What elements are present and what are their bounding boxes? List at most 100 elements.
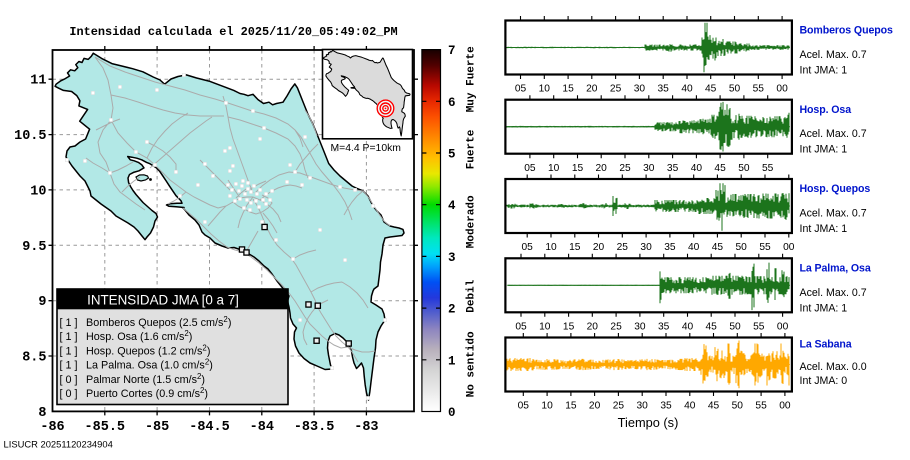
svg-text:40: 40 bbox=[688, 242, 700, 253]
svg-text:50: 50 bbox=[729, 322, 741, 333]
svg-text:-83.5: -83.5 bbox=[294, 420, 335, 435]
svg-text:50: 50 bbox=[732, 401, 744, 412]
svg-text:Muy Fuerte: Muy Fuerte bbox=[466, 46, 478, 112]
svg-text:-85.5: -85.5 bbox=[85, 420, 126, 435]
svg-text:40: 40 bbox=[681, 84, 693, 95]
svg-text:00: 00 bbox=[776, 84, 788, 95]
svg-text:9.5: 9.5 bbox=[22, 240, 46, 255]
svg-text:05: 05 bbox=[515, 322, 527, 333]
svg-text:20: 20 bbox=[586, 84, 598, 95]
svg-text:50: 50 bbox=[736, 242, 748, 253]
svg-text:50: 50 bbox=[738, 163, 750, 174]
svg-text:6: 6 bbox=[448, 96, 456, 110]
svg-text:15: 15 bbox=[563, 322, 575, 333]
svg-text:-86: -86 bbox=[40, 420, 64, 435]
svg-text:30: 30 bbox=[640, 242, 652, 253]
svg-text:7: 7 bbox=[448, 44, 456, 58]
svg-text:Int JMA: 1: Int JMA: 1 bbox=[800, 65, 848, 77]
svg-text:[ 1 ]La Palma. Osa (1.0 cm/s2): [ 1 ] La Palma. Osa (1.0 cm/s2) bbox=[60, 358, 213, 372]
svg-text:00: 00 bbox=[779, 401, 791, 412]
svg-text:Acel. Max. 0.7: Acel. Max. 0.7 bbox=[800, 208, 867, 220]
svg-text:8.5: 8.5 bbox=[22, 351, 46, 366]
svg-text:15: 15 bbox=[565, 401, 577, 412]
svg-text:Bomberos Quepos: Bomberos Quepos bbox=[800, 25, 893, 37]
svg-text:50: 50 bbox=[729, 84, 741, 95]
svg-text:Moderado: Moderado bbox=[466, 195, 478, 248]
svg-text:25: 25 bbox=[617, 242, 629, 253]
svg-text:[ 0 ]Palmar Norte (1.5 cm/s2): [ 0 ] Palmar Norte (1.5 cm/s2) bbox=[60, 372, 206, 386]
svg-text:Int JMA: 0: Int JMA: 0 bbox=[800, 375, 848, 387]
svg-text:25: 25 bbox=[619, 163, 631, 174]
svg-text:Tiempo (s): Tiempo (s) bbox=[618, 415, 679, 430]
svg-text:0: 0 bbox=[448, 406, 456, 420]
svg-text:1: 1 bbox=[448, 354, 456, 368]
svg-text:[ 1 ]Hosp. Osa (1.6 cm/s2): [ 1 ] Hosp. Osa (1.6 cm/s2) bbox=[60, 329, 193, 343]
svg-text:9: 9 bbox=[38, 295, 46, 310]
svg-text:20: 20 bbox=[593, 242, 605, 253]
svg-text:55: 55 bbox=[755, 401, 767, 412]
svg-text:Int JMA: 1: Int JMA: 1 bbox=[800, 223, 848, 235]
svg-text:10: 10 bbox=[548, 163, 560, 174]
svg-text:Hosp. Osa: Hosp. Osa bbox=[800, 104, 852, 116]
svg-text:45: 45 bbox=[708, 401, 720, 412]
svg-text:Fuerte: Fuerte bbox=[466, 129, 478, 169]
svg-text:[ 1 ]Hosp. Quepos (1.2 cm/s2): [ 1 ] Hosp. Quepos (1.2 cm/s2) bbox=[60, 343, 211, 357]
svg-text:35: 35 bbox=[667, 163, 679, 174]
svg-text:Acel. Max. 0.7: Acel. Max. 0.7 bbox=[800, 287, 867, 299]
svg-text:No sentido: No sentido bbox=[466, 331, 478, 397]
svg-text:[ 0 ]Puerto Cortes (0.9 cm/s2): [ 0 ] Puerto Cortes (0.9 cm/s2) bbox=[60, 386, 209, 400]
svg-text:-84: -84 bbox=[250, 420, 274, 435]
svg-text:20: 20 bbox=[596, 163, 608, 174]
svg-text:4: 4 bbox=[448, 199, 456, 213]
svg-text:La Sabana: La Sabana bbox=[800, 339, 852, 351]
svg-text:00: 00 bbox=[777, 322, 789, 333]
svg-text:25: 25 bbox=[613, 401, 625, 412]
svg-text:25: 25 bbox=[610, 322, 622, 333]
svg-text:-84.5: -84.5 bbox=[189, 420, 230, 435]
svg-text:45: 45 bbox=[714, 163, 726, 174]
svg-text:05: 05 bbox=[518, 401, 530, 412]
svg-text:8: 8 bbox=[38, 406, 46, 421]
svg-text:10: 10 bbox=[539, 84, 551, 95]
svg-text:Hosp. Quepos: Hosp. Quepos bbox=[800, 183, 871, 195]
svg-text:40: 40 bbox=[682, 322, 694, 333]
svg-text:30: 30 bbox=[634, 322, 646, 333]
svg-text:10: 10 bbox=[539, 322, 551, 333]
svg-text:10: 10 bbox=[30, 184, 46, 199]
svg-text:Acel. Max. 0.7: Acel. Max. 0.7 bbox=[800, 128, 867, 140]
svg-text:M=4.4 P=10km: M=4.4 P=10km bbox=[331, 143, 401, 154]
svg-text:Int JMA: 1: Int JMA: 1 bbox=[800, 302, 848, 314]
svg-text:55: 55 bbox=[753, 322, 765, 333]
svg-text:Intensidad calculada el 2025/1: Intensidad calculada el 2025/11/20_05:49… bbox=[69, 25, 397, 39]
svg-text:20: 20 bbox=[589, 401, 601, 412]
svg-text:35: 35 bbox=[664, 242, 676, 253]
svg-text:55: 55 bbox=[753, 84, 765, 95]
svg-text:55: 55 bbox=[762, 163, 774, 174]
svg-text:10: 10 bbox=[541, 401, 553, 412]
svg-text:05: 05 bbox=[515, 84, 527, 95]
svg-text:INTENSIDAD JMA [0 a 7]: INTENSIDAD JMA [0 a 7] bbox=[87, 292, 239, 307]
svg-text:Acel. Max. 0.0: Acel. Max. 0.0 bbox=[800, 361, 867, 373]
svg-text:55: 55 bbox=[759, 242, 771, 253]
svg-text:10.5: 10.5 bbox=[14, 129, 46, 144]
svg-text:40: 40 bbox=[691, 163, 703, 174]
svg-text:45: 45 bbox=[712, 242, 724, 253]
svg-text:5: 5 bbox=[448, 148, 456, 162]
svg-text:35: 35 bbox=[658, 322, 670, 333]
svg-text:35: 35 bbox=[658, 84, 670, 95]
svg-text:-83: -83 bbox=[354, 420, 378, 435]
svg-text:35: 35 bbox=[660, 401, 672, 412]
svg-text:Acel. Max. 0.7: Acel. Max. 0.7 bbox=[800, 49, 867, 61]
svg-text:Debil: Debil bbox=[466, 279, 478, 312]
svg-text:30: 30 bbox=[634, 84, 646, 95]
svg-text:15: 15 bbox=[562, 84, 574, 95]
svg-text:25: 25 bbox=[610, 84, 622, 95]
svg-text:[ 1 ]Bomberos Quepos (2.5 cm/s: [ 1 ] Bomberos Quepos (2.5 cm/s2) bbox=[60, 315, 232, 329]
svg-text:Int JMA: 1: Int JMA: 1 bbox=[800, 144, 848, 156]
svg-text:11: 11 bbox=[30, 74, 46, 89]
svg-text:00: 00 bbox=[783, 242, 795, 253]
svg-text:3: 3 bbox=[448, 251, 456, 265]
svg-text:-85: -85 bbox=[145, 420, 169, 435]
svg-text:30: 30 bbox=[643, 163, 655, 174]
svg-text:45: 45 bbox=[705, 84, 717, 95]
